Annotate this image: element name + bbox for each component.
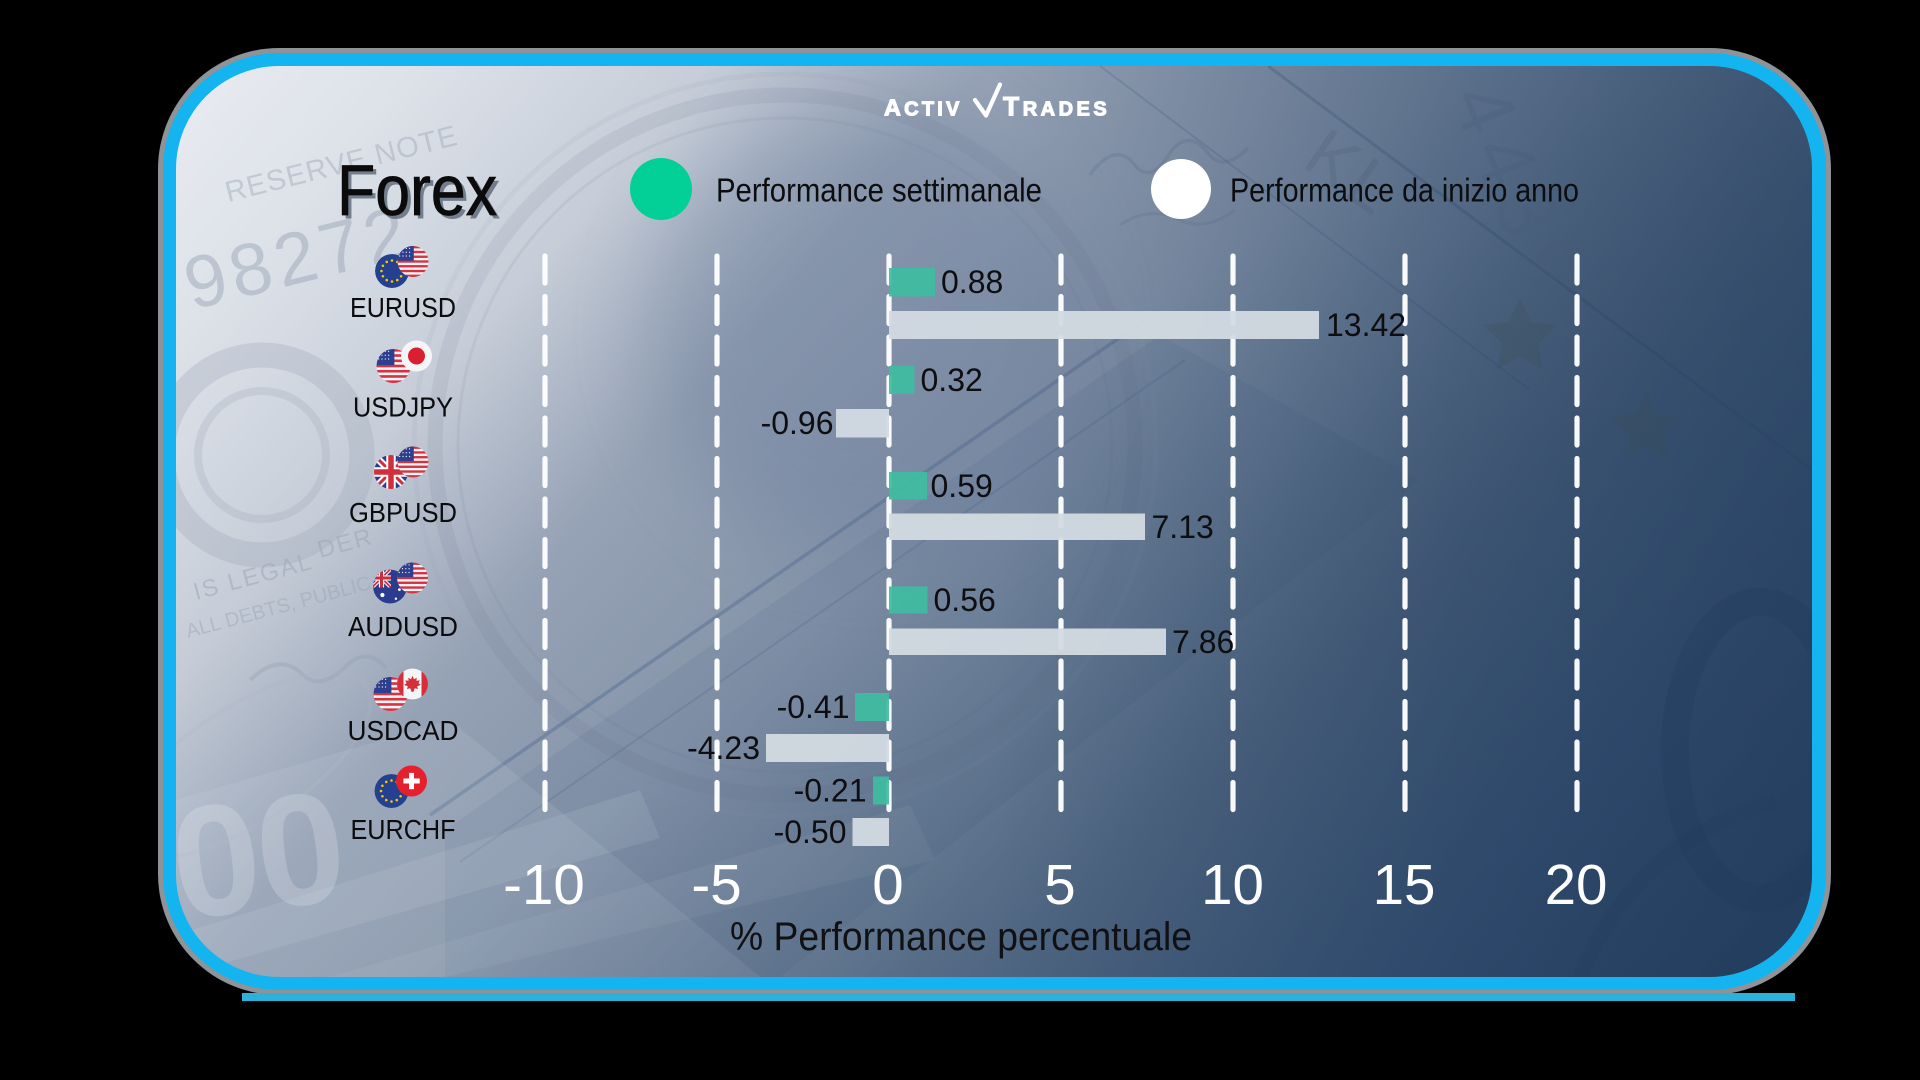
svg-text:Performance da inizio anno: Performance da inizio anno [1230, 173, 1579, 210]
svg-text:7.13: 7.13 [1152, 509, 1214, 545]
svg-text:10: 10 [1201, 853, 1264, 916]
svg-text:EURUSD: EURUSD [350, 292, 456, 323]
svg-text:Performance settimanale: Performance settimanale [716, 173, 1042, 210]
svg-text:% Performance percentuale: % Performance percentuale [730, 915, 1192, 959]
svg-text:-0.50: -0.50 [774, 814, 847, 850]
svg-text:0: 0 [872, 853, 903, 916]
svg-text:7.86: 7.86 [1172, 624, 1234, 660]
svg-text:20: 20 [1545, 853, 1608, 916]
svg-text:-10: -10 [503, 853, 585, 916]
svg-text:AUDUSD: AUDUSD [348, 611, 458, 642]
svg-text:15: 15 [1373, 853, 1436, 916]
svg-text:-0.96: -0.96 [761, 405, 834, 441]
svg-text:USDJPY: USDJPY [353, 392, 453, 423]
svg-text:0.88: 0.88 [941, 264, 1003, 300]
svg-text:-4.23: -4.23 [687, 730, 760, 766]
svg-text:0.59: 0.59 [931, 468, 993, 504]
svg-text:-0.41: -0.41 [777, 689, 850, 725]
svg-text:0.56: 0.56 [934, 582, 996, 618]
svg-text:EURCHF: EURCHF [351, 814, 456, 845]
svg-text:5: 5 [1044, 853, 1075, 916]
svg-text:-5: -5 [691, 853, 741, 916]
svg-text:ACTIV: ACTIV [884, 95, 963, 121]
svg-text:13.42: 13.42 [1326, 307, 1406, 343]
svg-text:Forex: Forex [337, 152, 497, 231]
svg-text:Forex: Forex [341, 156, 501, 235]
svg-text:0.32: 0.32 [921, 362, 983, 398]
svg-text:GBPUSD: GBPUSD [349, 497, 457, 528]
svg-text:-0.21: -0.21 [794, 773, 867, 809]
svg-text:USDCAD: USDCAD [348, 715, 459, 746]
